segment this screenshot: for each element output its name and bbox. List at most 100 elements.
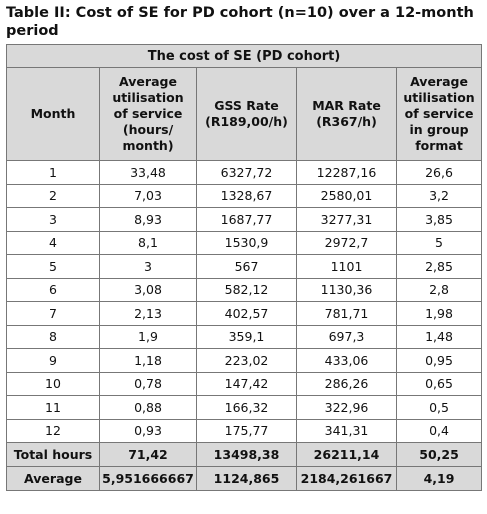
table-cell: 781,71 <box>296 301 397 326</box>
table-row: 2 7,03 1328,67 2580,01 3,2 <box>6 183 483 208</box>
table-cell: 2972,7 <box>296 230 397 255</box>
table-cell: 2580,01 <box>296 183 397 208</box>
header-line: GSS Rate <box>214 98 279 113</box>
table-cell: 3,2 <box>395 183 483 208</box>
table-cell: 147,42 <box>196 371 297 396</box>
header-line: format <box>415 138 463 153</box>
table-cell: 341,31 <box>296 418 397 443</box>
table-cell: 3 <box>99 254 197 279</box>
table-cell: 567 <box>196 254 297 279</box>
table-cell: 0,5 <box>395 395 483 420</box>
column-header-row: Month Average utilisation of service (ho… <box>6 67 483 161</box>
table-cell: 166,32 <box>196 395 297 420</box>
footer-cell: 13498,38 <box>196 442 297 467</box>
table-cell: 582,12 <box>196 277 297 302</box>
table-cell: 359,1 <box>196 324 297 349</box>
cost-table: The cost of SE (PD cohort) Month Average… <box>5 44 483 491</box>
table-cell: 8 <box>6 324 100 349</box>
table-footer: Total hours 71,42 13498,38 26211,14 50,25 Ave… <box>6 442 483 491</box>
table-cell: 12287,16 <box>296 160 397 185</box>
caption-line-1: Table II: Cost of SE for PD cohort (n=10… <box>6 5 474 21</box>
table-cell: 7,03 <box>99 183 197 208</box>
header-line: (hours/ <box>122 122 174 137</box>
table-cell: 5 <box>395 230 483 255</box>
table-row: 8 1,9 359,1 697,3 1,48 <box>6 324 483 349</box>
table-cell: 1,48 <box>395 324 483 349</box>
table-cell: 5 <box>6 254 100 279</box>
table-cell: 10 <box>6 371 100 396</box>
table-caption: Table II: Cost of SE for PD cohort (n=10… <box>6 4 476 40</box>
table-row: 6 3,08 582,12 1130,36 2,8 <box>6 277 483 302</box>
footer-cell: 4,19 <box>395 466 483 491</box>
table-row: 5 3 567 1101 2,85 <box>6 254 483 279</box>
column-header-average-utilisation: Average utilisation of service (hours/ m… <box>99 67 197 161</box>
table-cell: 223,02 <box>196 348 297 373</box>
header-line: in group <box>409 122 469 137</box>
table-row: 12 0,93 175,77 341,31 0,4 <box>6 418 483 443</box>
header-line: utilisation <box>403 90 475 105</box>
table-row: 4 8,1 1530,9 2972,7 5 <box>6 230 483 255</box>
table-cell: 3,08 <box>99 277 197 302</box>
column-header-group-utilisation: Average utilisation of service in group … <box>395 67 483 161</box>
table-cell: 8,1 <box>99 230 197 255</box>
header-line: MAR Rate <box>312 98 381 113</box>
table-cell: 8,93 <box>99 207 197 232</box>
header-line: Month <box>30 106 76 121</box>
header-line: utilisation <box>112 90 184 105</box>
header-line: of service <box>404 106 474 121</box>
table-row: 11 0,88 166,32 322,96 0,5 <box>6 395 483 420</box>
table-cell: 3277,31 <box>296 207 397 232</box>
table-cell: 1101 <box>296 254 397 279</box>
table-cell: 1,9 <box>99 324 197 349</box>
header-line: (R189,00/h) <box>205 114 288 129</box>
table-cell: 2,8 <box>395 277 483 302</box>
table-cell: 0,78 <box>99 371 197 396</box>
table-cell: 1130,36 <box>296 277 397 302</box>
table-cell: 1,18 <box>99 348 197 373</box>
table-cell: 1530,9 <box>196 230 297 255</box>
table-cell: 33,48 <box>99 160 197 185</box>
table-cell: 3,85 <box>395 207 483 232</box>
table-cell: 6 <box>6 277 100 302</box>
table-cell: 3 <box>6 207 100 232</box>
footer-cell: 50,25 <box>395 442 483 467</box>
column-header-gss-rate: GSS Rate (R189,00/h) <box>196 67 297 161</box>
table-cell: 322,96 <box>296 395 397 420</box>
group-header-row: The cost of SE (PD cohort) <box>5 44 483 68</box>
group-header: The cost of SE (PD cohort) <box>5 44 483 68</box>
table-cell: 0,95 <box>395 348 483 373</box>
table-row: 10 0,78 147,42 286,26 0,65 <box>6 371 483 396</box>
table-cell: 6327,72 <box>196 160 297 185</box>
table-cell: 2 <box>6 183 100 208</box>
table-row: 9 1,18 223,02 433,06 0,95 <box>6 348 483 373</box>
header-line: month) <box>122 138 174 153</box>
table-cell: 1 <box>6 160 100 185</box>
column-header-month: Month <box>6 67 100 161</box>
table-cell: 11 <box>6 395 100 420</box>
header-line: Average <box>119 74 177 89</box>
table-cell: 0,65 <box>395 371 483 396</box>
header-line: Average <box>410 74 468 89</box>
table-cell: 12 <box>6 418 100 443</box>
table-cell: 26,6 <box>395 160 483 185</box>
average-row: Average 5,951666667 1124,865 2184,261667 4,1… <box>6 466 483 491</box>
table-cell: 2,85 <box>395 254 483 279</box>
footer-cell: Average <box>6 466 100 491</box>
table-row: 1 33,48 6327,72 12287,16 26,6 <box>6 160 483 185</box>
table-cell: 4 <box>6 230 100 255</box>
table-cell: 0,4 <box>395 418 483 443</box>
footer-cell: 2184,261667 <box>296 466 397 491</box>
table-cell: 1,98 <box>395 301 483 326</box>
table-cell: 9 <box>6 348 100 373</box>
footer-cell: 5,951666667 <box>99 466 197 491</box>
header-line: of service <box>113 106 183 121</box>
table-body: 1 33,48 6327,72 12287,16 26,6 2 7,03 1328,67 258… <box>6 160 483 443</box>
table-cell: 1687,77 <box>196 207 297 232</box>
column-header-mar-rate: MAR Rate (R367/h) <box>296 67 397 161</box>
table-cell: 402,57 <box>196 301 297 326</box>
total-hours-row: Total hours 71,42 13498,38 26211,14 50,25 <box>6 442 483 467</box>
table-cell: 175,77 <box>196 418 297 443</box>
table-cell: 697,3 <box>296 324 397 349</box>
table-cell: 1328,67 <box>196 183 297 208</box>
caption-line-2: period <box>6 23 59 39</box>
